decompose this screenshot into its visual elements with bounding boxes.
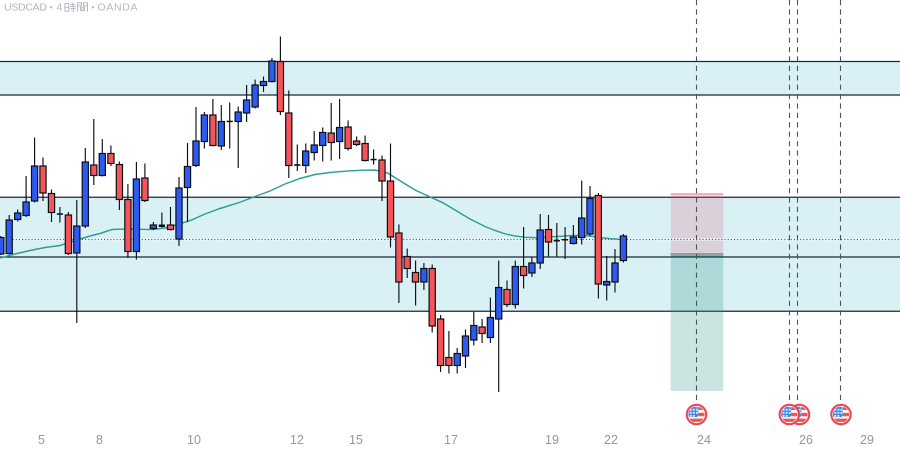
- svg-text:OANDA: OANDA: [98, 2, 138, 14]
- svg-text:12: 12: [290, 433, 304, 447]
- svg-text:29: 29: [860, 433, 874, 447]
- svg-text:4: 4: [57, 2, 63, 14]
- svg-text:8: 8: [96, 433, 103, 447]
- svg-text:26: 26: [799, 433, 813, 447]
- svg-text:24: 24: [697, 433, 711, 447]
- svg-text:10: 10: [187, 433, 201, 447]
- svg-text:17: 17: [444, 433, 458, 447]
- svg-text:19: 19: [545, 433, 559, 447]
- svg-text:USDCAD: USDCAD: [4, 2, 47, 14]
- svg-text:5: 5: [38, 433, 45, 447]
- svg-text:22: 22: [604, 433, 618, 447]
- svg-text:15: 15: [349, 433, 363, 447]
